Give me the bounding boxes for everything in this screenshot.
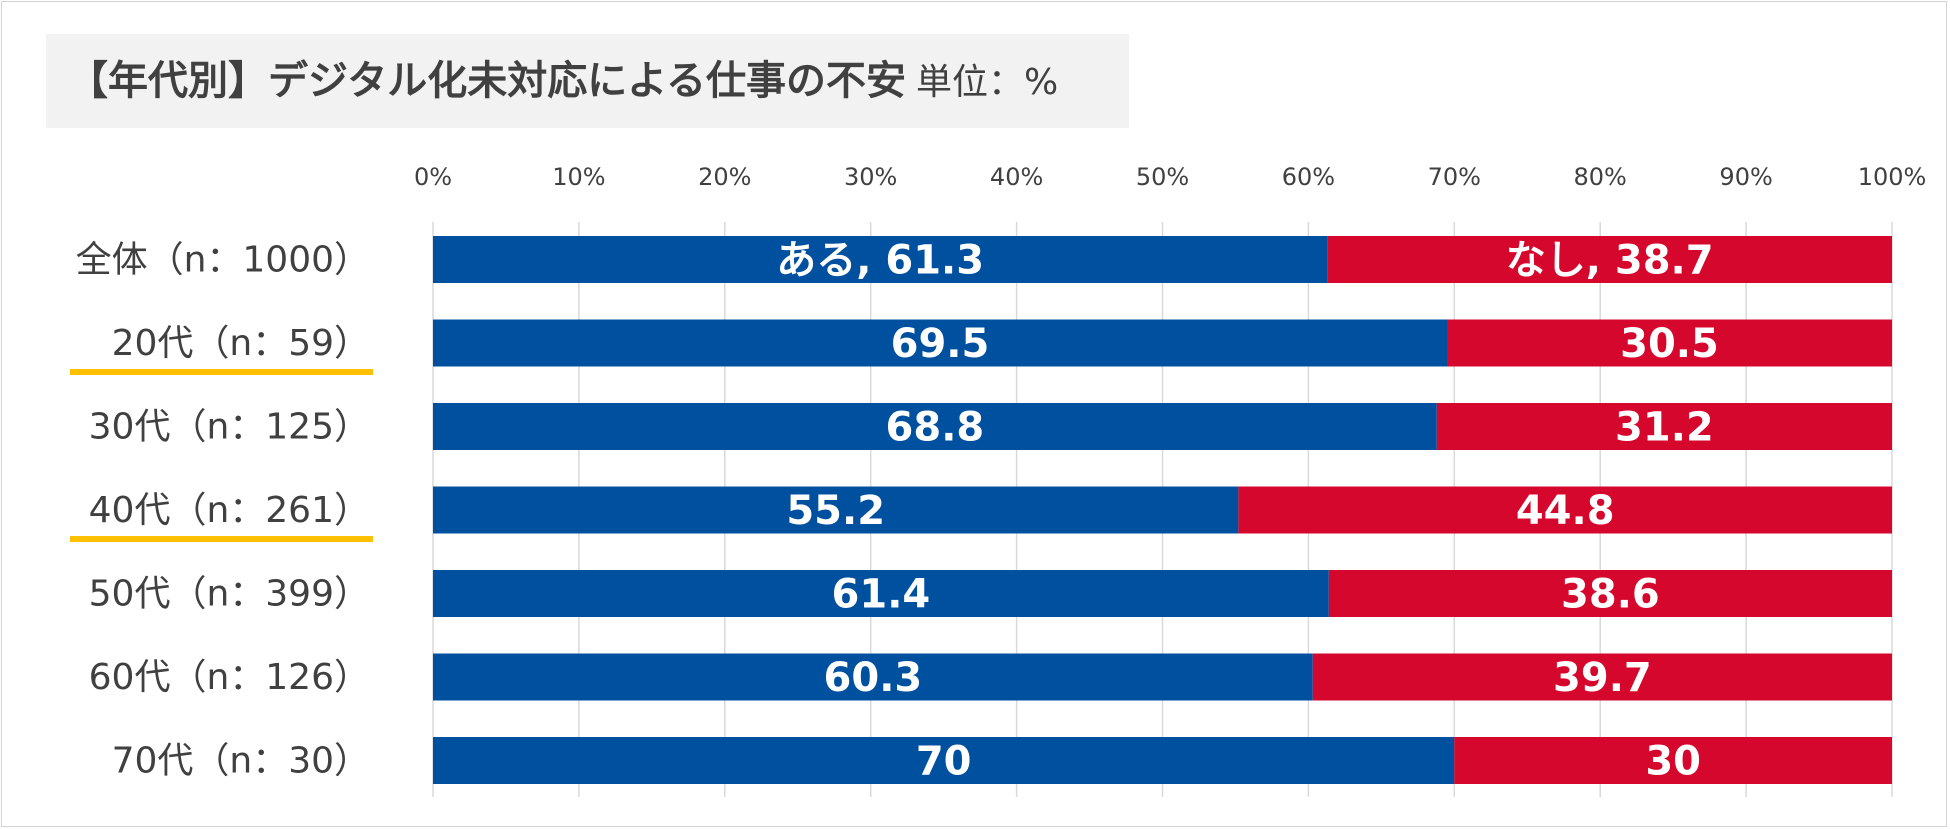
bar-aru bbox=[433, 236, 1328, 283]
category-label: 60代（n：126） bbox=[89, 657, 370, 698]
category-label: 30代（n：125） bbox=[89, 407, 370, 448]
data-label: 69.5 bbox=[891, 321, 990, 367]
data-label: なし, 38.7 bbox=[1506, 238, 1714, 284]
data-label: 31.2 bbox=[1615, 405, 1714, 451]
data-label: 39.7 bbox=[1553, 655, 1652, 701]
x-tick-label: 100% bbox=[1858, 163, 1927, 191]
x-tick-label: 30% bbox=[844, 163, 897, 191]
x-tick-label: 50% bbox=[1136, 163, 1189, 191]
bar-aru bbox=[433, 737, 1455, 784]
data-label: 60.3 bbox=[824, 655, 923, 701]
data-label: 30 bbox=[1645, 739, 1701, 785]
x-tick-label: 60% bbox=[1282, 163, 1335, 191]
chart-title-main: 【年代別】デジタル化未対応による仕事の不安 bbox=[68, 58, 906, 104]
data-label: 70 bbox=[916, 739, 972, 785]
category-highlight-underline bbox=[70, 536, 373, 542]
bar-nashi bbox=[1327, 236, 1892, 283]
chart-unit-label: 単位：% bbox=[916, 62, 1059, 103]
category-label: 40代（n：261） bbox=[89, 490, 370, 531]
bar-nashi bbox=[1328, 570, 1892, 617]
x-tick-label: 40% bbox=[990, 163, 1043, 191]
data-label: 61.4 bbox=[832, 572, 931, 618]
x-tick-label: 80% bbox=[1574, 163, 1627, 191]
bar-aru bbox=[433, 570, 1329, 617]
category-label: 20代（n：59） bbox=[112, 323, 370, 364]
category-label: 50代（n：399） bbox=[89, 574, 370, 615]
chart-title: 【年代別】デジタル化未対応による仕事の不安 単位：% bbox=[68, 34, 1058, 136]
category-label: 70代（n：30） bbox=[112, 741, 370, 782]
x-tick-label: 90% bbox=[1719, 163, 1772, 191]
bar-nashi bbox=[1436, 403, 1892, 450]
x-tick-label: 70% bbox=[1428, 163, 1481, 191]
x-tick-label: 10% bbox=[552, 163, 605, 191]
category-label: 全体（n：1000） bbox=[76, 240, 370, 281]
bar-nashi bbox=[1454, 737, 1892, 784]
bar-aru bbox=[433, 653, 1313, 701]
chart-title-box: 【年代別】デジタル化未対応による仕事の不安 単位：% bbox=[46, 34, 1129, 128]
data-label: 30.5 bbox=[1620, 321, 1719, 367]
bar-aru bbox=[433, 319, 1448, 367]
data-label: 38.6 bbox=[1561, 572, 1660, 618]
data-label: ある, 61.3 bbox=[776, 238, 984, 284]
category-highlight-underline bbox=[70, 369, 373, 375]
data-label: 44.8 bbox=[1516, 488, 1615, 534]
x-tick-label: 0% bbox=[414, 163, 452, 191]
bar-aru bbox=[433, 403, 1437, 450]
bar-nashi bbox=[1312, 653, 1892, 701]
data-label: 68.8 bbox=[886, 405, 985, 451]
x-tick-label: 20% bbox=[698, 163, 751, 191]
bar-nashi bbox=[1238, 486, 1892, 534]
bar-nashi bbox=[1447, 319, 1892, 367]
bar-aru bbox=[433, 486, 1239, 534]
data-label: 55.2 bbox=[786, 488, 885, 534]
